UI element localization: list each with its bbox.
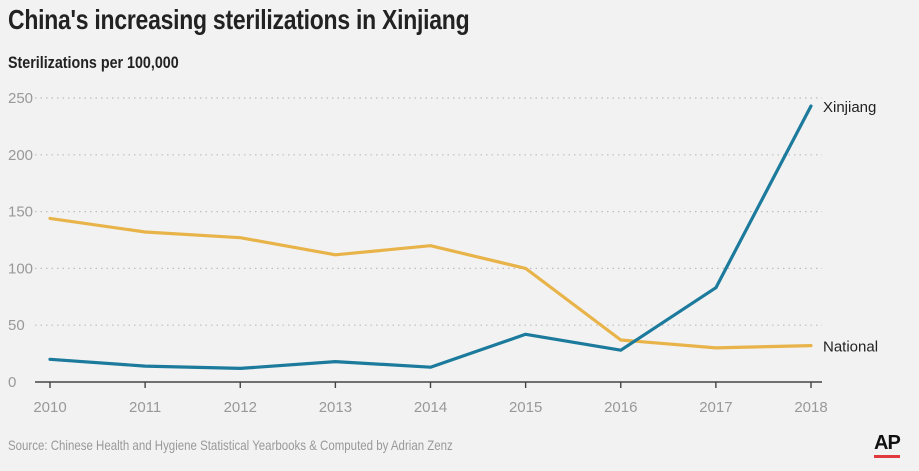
x-tick-label: 2014 <box>414 399 447 416</box>
chart-subtitle: Sterilizations per 100,000 <box>8 53 179 72</box>
x-tick-label: 2017 <box>699 399 732 416</box>
y-tick-label: 150 <box>8 204 33 221</box>
y-tick-label: 0 <box>8 374 16 391</box>
x-tick-label: 2011 <box>129 399 161 416</box>
y-tick-label: 250 <box>8 90 33 107</box>
series-label-national: National <box>823 339 878 356</box>
x-tick-label: 2010 <box>33 399 66 416</box>
series-label-xinjiang: Xinjiang <box>823 99 876 116</box>
ap-logo-underline <box>874 455 900 458</box>
source-note: Source: Chinese Health and Hygiene Stati… <box>8 437 453 453</box>
y-tick-label: 200 <box>8 147 33 164</box>
ap-logo: AP <box>874 432 901 458</box>
y-tick-label: 100 <box>8 260 33 277</box>
series-labels: Xinjiang National <box>823 99 878 356</box>
ap-logo-text: AP <box>874 432 901 454</box>
series-line-xinjiang <box>48 104 813 370</box>
series-lines <box>48 104 813 370</box>
x-tick-label: 2013 <box>319 399 352 416</box>
gridlines <box>35 97 822 326</box>
axes: 0 50 100 150 200 250 2010 2011 2012 2013 2014 2015 2… <box>8 90 828 416</box>
x-tick-label: 2012 <box>224 399 257 416</box>
y-tick-label: 50 <box>8 317 25 334</box>
x-tick-label: 2015 <box>509 399 542 416</box>
x-tick-label: 2018 <box>794 399 827 416</box>
chart-title: China's increasing sterilizations in Xin… <box>8 4 470 35</box>
series-line-national <box>48 216 813 350</box>
x-tick-label: 2016 <box>604 399 637 416</box>
